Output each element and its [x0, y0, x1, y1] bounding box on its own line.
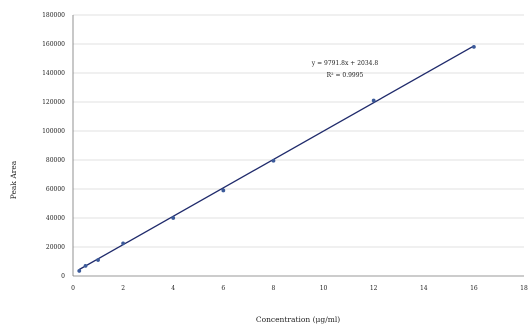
trendline — [78, 45, 475, 271]
y-tick-label: 160000 — [42, 41, 65, 48]
data-point — [96, 258, 100, 262]
data-point — [121, 241, 126, 246]
x-tick-label: 4 — [171, 285, 175, 292]
y-tick-label: 40000 — [46, 215, 65, 222]
x-tick-label: 6 — [221, 285, 225, 292]
y-tick-label: 140000 — [42, 70, 65, 77]
data-point — [471, 45, 476, 49]
data-point — [371, 98, 376, 103]
data-point — [77, 269, 82, 273]
y-tick-label: 20000 — [46, 244, 65, 251]
x-tick-label: 12 — [370, 285, 378, 292]
data-point — [171, 216, 176, 220]
y-tick-label: 100000 — [42, 128, 65, 135]
y-tick-label: 80000 — [46, 157, 65, 164]
y-tick-labels: 0 20000 40000 60000 80000 100000 120000 140000 1… — [42, 12, 65, 280]
x-tick-label: 14 — [420, 285, 428, 292]
data-points — [77, 45, 476, 273]
data-point — [221, 188, 226, 193]
y-tick-label: 180000 — [42, 12, 65, 19]
x-tick-label: 8 — [272, 285, 276, 292]
y-tick-label: 120000 — [42, 99, 65, 106]
data-point — [271, 158, 276, 163]
y-tick-label: 60000 — [46, 186, 65, 193]
data-point — [83, 263, 88, 268]
x-tick-label: 10 — [320, 285, 328, 292]
x-axis-title: Concentration (μg/ml) — [256, 315, 340, 324]
y-axis-title: Peak Area — [9, 160, 18, 199]
y-tick-label: 0 — [61, 273, 65, 280]
x-tick-label: 0 — [71, 285, 75, 292]
gridlines — [73, 14, 524, 248]
x-tick-label: 16 — [470, 285, 478, 292]
x-tick-label: 2 — [121, 285, 125, 292]
trendline-equation: y = 9791.8x + 2034.8 — [311, 60, 379, 67]
x-tick-labels: 0 2 4 6 8 10 12 14 16 18 — [71, 285, 528, 292]
x-tick-label: 18 — [520, 285, 528, 292]
r-squared-label: R² = 0.9995 — [327, 72, 364, 79]
